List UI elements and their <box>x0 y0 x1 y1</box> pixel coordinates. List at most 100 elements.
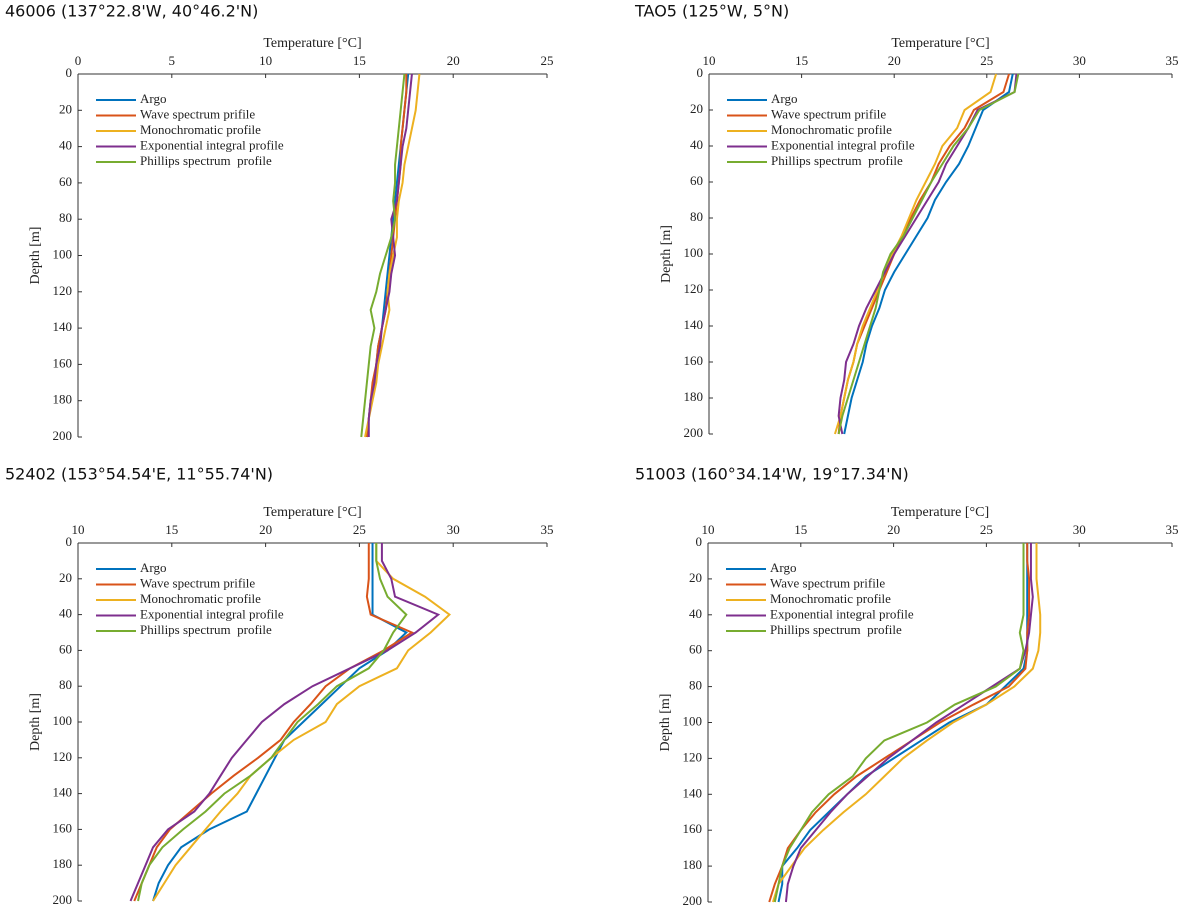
y-tick-label: 120 <box>684 281 704 296</box>
x-tick-label: 30 <box>1073 53 1086 68</box>
profile-line <box>777 543 1029 903</box>
panel-title: TAO5 (125°W, 5°N) <box>634 2 789 21</box>
y-tick-label: 180 <box>684 389 704 404</box>
y-tick-label: 100 <box>683 713 703 728</box>
x-axis-label: Temperature [°C] <box>263 36 361 51</box>
y-tick-label: 20 <box>689 570 702 585</box>
y-tick-label: 200 <box>683 893 703 908</box>
legend-label: Phillips spectrum profile <box>140 153 272 168</box>
panel-title: 51003 (160°34.14'W, 19°17.34'N) <box>635 465 909 484</box>
x-tick-label: 35 <box>1166 522 1179 537</box>
y-tick-label: 20 <box>690 101 703 116</box>
legend-label: Exponential integral profile <box>771 137 915 152</box>
y-tick-label: 0 <box>66 534 73 549</box>
profile-line <box>773 543 1025 903</box>
y-axis-label: Depth [m] <box>658 694 673 752</box>
y-tick-label: 60 <box>59 174 72 189</box>
y-tick-label: 200 <box>53 892 73 907</box>
profile-line <box>364 73 421 438</box>
panel-title: 46006 (137°22.8'W, 40°46.2'N) <box>5 2 258 21</box>
profile-line <box>129 543 441 902</box>
x-tick-label: 10 <box>259 53 272 68</box>
profile-line <box>152 543 452 902</box>
y-tick-label: 160 <box>53 820 73 835</box>
x-tick-label: 10 <box>702 522 715 537</box>
x-tick-label: 15 <box>165 522 178 537</box>
y-tick-label: 200 <box>684 425 704 440</box>
x-tick-label: 20 <box>888 53 901 68</box>
legend-label: Argo <box>771 91 797 106</box>
y-tick-label: 100 <box>684 245 704 260</box>
y-tick-label: 100 <box>53 246 73 261</box>
x-tick-label: 10 <box>703 53 716 68</box>
y-tick-label: 120 <box>53 283 73 298</box>
profile-line <box>784 543 1034 903</box>
legend-label: Argo <box>140 560 166 575</box>
y-tick-label: 40 <box>690 137 703 152</box>
x-tick-label: 30 <box>1073 522 1086 537</box>
profile-line <box>768 543 1031 903</box>
x-tick-label: 15 <box>353 53 366 68</box>
x-tick-label: 0 <box>75 53 82 68</box>
y-tick-label: 180 <box>683 857 703 872</box>
legend-label: Argo <box>770 560 796 575</box>
x-tick-label: 25 <box>980 53 993 68</box>
x-tick-label: 35 <box>1166 53 1179 68</box>
y-tick-label: 0 <box>66 65 73 80</box>
y-tick-label: 200 <box>53 428 73 443</box>
profile-line <box>137 543 408 902</box>
legend-label: Wave spectrum prifile <box>771 106 886 121</box>
legend-label: Wave spectrum prifile <box>140 575 255 590</box>
profile-line <box>833 73 998 435</box>
x-tick-label: 20 <box>887 522 900 537</box>
y-tick-label: 140 <box>684 317 704 332</box>
y-tick-label: 40 <box>59 138 72 153</box>
y-tick-label: 140 <box>53 319 73 334</box>
legend-label: Phillips spectrum profile <box>771 153 903 168</box>
x-axis-label: Temperature [°C] <box>891 505 989 520</box>
profile-line <box>772 543 1042 903</box>
profile-line <box>133 543 415 902</box>
legend-label: Argo <box>140 91 166 106</box>
legend-label: Monochromatic profile <box>770 591 891 606</box>
y-tick-label: 100 <box>53 713 73 728</box>
legend-label: Phillips spectrum profile <box>770 622 902 637</box>
y-tick-label: 140 <box>53 785 73 800</box>
y-tick-label: 180 <box>53 856 73 871</box>
y-tick-label: 0 <box>697 65 704 80</box>
x-tick-label: 20 <box>447 53 460 68</box>
x-tick-label: 15 <box>794 522 807 537</box>
legend-label: Exponential integral profile <box>140 137 284 152</box>
y-tick-label: 60 <box>690 173 703 188</box>
legend-label: Monochromatic profile <box>771 122 892 137</box>
y-tick-label: 120 <box>683 749 703 764</box>
panel-title: 52402 (153°54.54'E, 11°55.74'N) <box>5 465 273 484</box>
x-tick-label: 25 <box>541 53 554 68</box>
x-axis-label: Temperature [°C] <box>891 36 989 51</box>
y-axis-label: Depth [m] <box>28 227 43 285</box>
x-tick-label: 30 <box>447 522 460 537</box>
y-axis-label: Depth [m] <box>659 225 674 283</box>
legend-label: Wave spectrum prifile <box>140 106 255 121</box>
y-tick-label: 80 <box>689 678 702 693</box>
y-tick-label: 40 <box>59 606 72 621</box>
x-tick-label: 5 <box>169 53 176 68</box>
y-tick-label: 160 <box>684 353 704 368</box>
profile-line <box>843 73 1014 435</box>
y-tick-label: 180 <box>53 392 73 407</box>
profile-line <box>367 73 413 437</box>
x-tick-label: 20 <box>259 522 272 537</box>
legend-label: Monochromatic profile <box>140 122 261 137</box>
x-tick-label: 25 <box>353 522 366 537</box>
legend-label: Phillips spectrum profile <box>140 622 272 637</box>
y-tick-label: 60 <box>59 641 72 656</box>
y-tick-label: 160 <box>683 821 703 836</box>
profile-line <box>365 74 408 438</box>
y-tick-label: 120 <box>53 749 73 764</box>
x-axis-label: Temperature [°C] <box>263 505 361 520</box>
y-tick-label: 0 <box>696 534 703 549</box>
y-tick-label: 20 <box>59 101 72 116</box>
profile-line <box>837 73 1020 435</box>
y-tick-label: 80 <box>59 210 72 225</box>
